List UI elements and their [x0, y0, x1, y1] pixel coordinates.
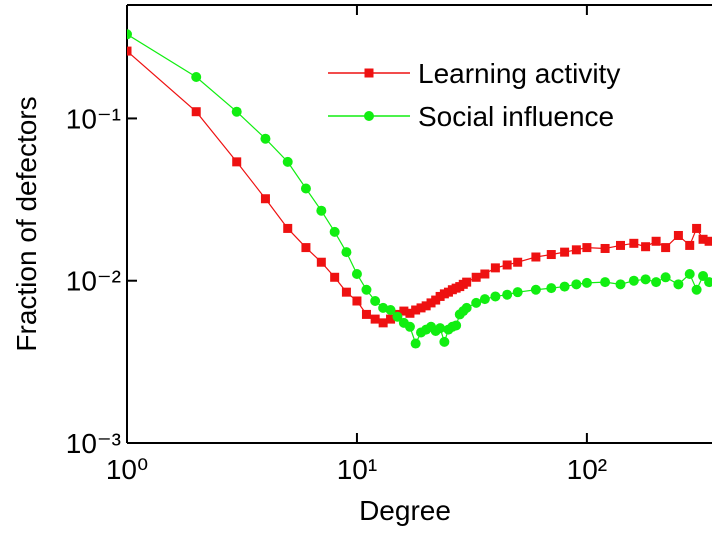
data-point	[404, 321, 415, 332]
data-point	[329, 226, 340, 237]
data-point	[582, 243, 592, 253]
data-point	[451, 320, 462, 331]
data-point	[435, 323, 446, 334]
data-point	[660, 272, 671, 283]
data-point	[330, 272, 340, 282]
data-point	[191, 107, 201, 117]
data-point	[704, 236, 712, 246]
data-point	[260, 194, 270, 204]
data-point	[641, 242, 651, 252]
data-point	[386, 314, 396, 324]
data-point	[370, 314, 380, 324]
data-point	[629, 238, 639, 248]
data-point	[191, 72, 202, 83]
data-point	[546, 250, 556, 260]
data-point	[416, 303, 426, 313]
data-point	[502, 260, 512, 270]
data-point	[439, 336, 450, 347]
y-tick-label: 10⁻²	[66, 266, 121, 297]
legend-label: Social influence	[418, 101, 614, 132]
y-axis-label: Fraction of defectors	[11, 96, 42, 351]
data-point	[615, 279, 626, 290]
data-point	[316, 205, 327, 216]
plot-area	[127, 29, 712, 349]
data-point	[581, 277, 592, 288]
data-point	[560, 247, 570, 257]
data-point	[502, 289, 513, 300]
data-point	[421, 301, 431, 311]
data-point	[600, 243, 610, 253]
data-point	[231, 106, 242, 117]
data-point	[471, 297, 482, 308]
data-point	[704, 277, 712, 288]
data-point	[531, 252, 541, 262]
data-point	[370, 295, 381, 306]
y-tick-label: 10⁻³	[66, 428, 121, 459]
data-point	[651, 236, 661, 246]
data-point	[301, 243, 311, 253]
x-tick-label: 10²	[567, 454, 607, 485]
data-point	[571, 245, 581, 255]
data-point	[282, 156, 293, 167]
data-point	[411, 305, 421, 315]
data-point	[283, 223, 293, 233]
data-point	[385, 305, 396, 316]
data-point	[351, 268, 362, 279]
data-point	[127, 46, 132, 56]
x-tick-label: 10⁰	[106, 454, 148, 485]
data-point	[490, 263, 500, 273]
data-point	[490, 291, 501, 302]
data-point	[405, 308, 415, 318]
data-point	[615, 240, 625, 250]
data-point	[651, 277, 662, 288]
data-point	[462, 277, 472, 287]
data-point	[361, 309, 371, 319]
data-point	[300, 183, 311, 194]
data-point	[426, 298, 436, 308]
data-point	[698, 234, 708, 244]
data-point	[399, 306, 409, 316]
data-point	[530, 284, 541, 295]
data-point	[571, 279, 582, 290]
data-point	[410, 338, 421, 349]
data-point	[661, 243, 671, 253]
data-point	[685, 240, 695, 250]
data-point	[316, 257, 326, 267]
data-point	[480, 269, 490, 279]
data-point	[341, 287, 351, 297]
data-point	[479, 294, 490, 305]
legend-marker	[364, 111, 374, 121]
data-point	[512, 287, 523, 298]
data-point	[691, 284, 702, 295]
data-point	[600, 277, 611, 288]
data-point	[378, 318, 388, 328]
data-point	[127, 29, 132, 40]
data-point	[546, 283, 557, 294]
data-point	[628, 275, 639, 286]
data-point	[673, 230, 683, 240]
data-point	[640, 274, 651, 285]
data-point	[341, 247, 352, 258]
data-point	[232, 157, 242, 167]
data-point	[260, 133, 271, 144]
y-tick-label: 10⁻¹	[66, 103, 121, 134]
data-point	[559, 281, 570, 292]
data-point	[461, 302, 472, 313]
data-point	[692, 223, 702, 233]
data-point	[352, 296, 362, 306]
legend-label: Learning activity	[418, 58, 620, 89]
data-point	[698, 270, 709, 281]
x-tick-label: 10¹	[337, 454, 377, 485]
data-point	[684, 268, 695, 279]
legend-marker	[364, 68, 374, 78]
data-point	[471, 272, 481, 282]
data-point	[361, 284, 372, 295]
data-point	[513, 257, 523, 267]
data-point	[392, 311, 403, 322]
x-axis-label: Degree	[359, 495, 451, 526]
data-point	[673, 279, 684, 290]
